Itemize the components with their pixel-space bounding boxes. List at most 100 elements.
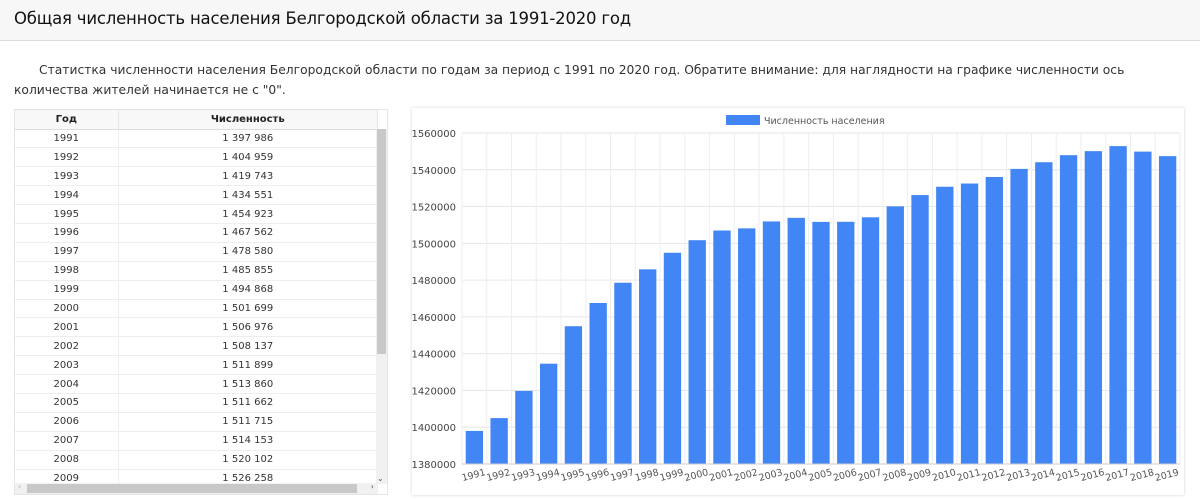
bar xyxy=(812,221,830,464)
x-tick-label: 2017 xyxy=(1104,467,1130,484)
scroll-down-icon[interactable]: ⌄ xyxy=(377,474,384,483)
scroll-right-icon[interactable]: › xyxy=(370,482,374,491)
bar xyxy=(738,228,756,464)
table-row[interactable]: 1997 1 478 580 xyxy=(15,242,378,262)
year-cell: 2008 xyxy=(15,450,119,470)
header: Общая численность населения Белгородской… xyxy=(0,0,1200,41)
table-row[interactable]: 1991 1 397 986 xyxy=(15,129,378,149)
column-header-population[interactable]: Численность xyxy=(118,110,378,130)
year-cell: 1996 xyxy=(15,223,119,243)
table-row[interactable]: 1993 1 419 743 xyxy=(15,166,378,187)
bar xyxy=(688,240,706,464)
y-tick-label: 1520000 xyxy=(412,203,456,214)
scrollbar-thumb[interactable] xyxy=(27,484,357,493)
x-tick-label: 2001 xyxy=(708,467,734,484)
x-tick-label: 2015 xyxy=(1055,467,1081,484)
x-tick-label: 2014 xyxy=(1030,467,1056,484)
x-tick-label: 2006 xyxy=(832,467,858,484)
x-tick-label: 1992 xyxy=(485,467,511,484)
y-tick-label: 1560000 xyxy=(412,129,456,140)
x-tick-label: 1996 xyxy=(584,467,610,484)
y-tick-label: 1420000 xyxy=(412,386,456,397)
population-cell: 1 506 976 xyxy=(118,317,378,338)
x-tick-label: 2007 xyxy=(857,467,883,484)
bar xyxy=(837,221,855,464)
table-row[interactable]: 2007 1 514 153 xyxy=(15,431,378,451)
x-tick-label: 2011 xyxy=(956,467,982,484)
table-row[interactable]: 2001 1 506 976 xyxy=(15,317,378,338)
population-cell: 1 511 899 xyxy=(118,355,378,376)
bar xyxy=(1109,146,1127,464)
year-cell: 1999 xyxy=(15,280,119,300)
y-tick-label: 1460000 xyxy=(412,313,456,324)
year-cell: 2000 xyxy=(15,299,119,319)
year-cell: 1993 xyxy=(15,166,119,187)
population-cell: 1 478 580 xyxy=(118,242,378,262)
population-cell: 1 485 855 xyxy=(118,261,378,281)
x-tick-label: 2012 xyxy=(981,467,1007,484)
year-cell: 1991 xyxy=(15,129,119,149)
table-row[interactable]: 1995 1 454 923 xyxy=(15,204,378,224)
x-tick-label: 2019 xyxy=(1154,467,1180,484)
table-row[interactable]: 2000 1 501 699 xyxy=(15,299,378,319)
table-row[interactable]: 2006 1 511 715 xyxy=(15,412,378,432)
bar xyxy=(1035,162,1053,464)
table-row[interactable]: 1999 1 494 868 xyxy=(15,280,378,300)
population-cell: 1 508 137 xyxy=(118,336,378,357)
population-table: Год Численность 1991 1 397 986 1992 1 404 9… xyxy=(14,109,388,495)
x-tick-label: 2002 xyxy=(733,467,759,484)
table-row[interactable]: 2005 1 511 662 xyxy=(15,393,378,413)
population-cell: 1 434 551 xyxy=(118,185,378,206)
table-row[interactable]: 2008 1 520 102 xyxy=(15,450,378,470)
bar xyxy=(515,390,533,464)
bar xyxy=(1084,151,1103,464)
x-tick-label: 2000 xyxy=(683,467,709,484)
year-cell: 2007 xyxy=(15,431,119,451)
x-tick-label: 1991 xyxy=(461,467,487,484)
table-row[interactable]: 1994 1 434 551 xyxy=(15,185,378,206)
population-cell: 1 511 662 xyxy=(118,393,378,413)
bar xyxy=(1134,151,1152,464)
table-row[interactable]: 2002 1 508 137 xyxy=(15,336,378,357)
x-tick-label: 2003 xyxy=(758,467,784,484)
population-cell: 1 520 102 xyxy=(118,450,378,470)
vertical-scrollbar[interactable]: ⌄ xyxy=(376,129,387,484)
table-row[interactable]: 1992 1 404 959 xyxy=(15,147,378,168)
y-tick-label: 1380000 xyxy=(412,460,456,471)
bar xyxy=(614,282,632,464)
bar xyxy=(861,217,880,464)
table-row[interactable]: 1998 1 485 855 xyxy=(15,261,378,281)
horizontal-scrollbar[interactable]: ‹ › xyxy=(15,482,378,494)
population-cell: 1 513 860 xyxy=(118,374,378,394)
x-tick-label: 1999 xyxy=(659,467,685,484)
x-tick-label: 2005 xyxy=(807,467,833,484)
bar xyxy=(936,186,954,464)
x-tick-label: 2008 xyxy=(882,467,908,484)
year-cell: 1998 xyxy=(15,261,119,281)
population-cell: 1 467 562 xyxy=(118,223,378,243)
bar xyxy=(539,363,558,464)
bar xyxy=(465,430,484,464)
scrollbar-thumb[interactable] xyxy=(377,129,386,354)
year-cell: 2004 xyxy=(15,374,119,394)
column-header-year[interactable]: Год xyxy=(15,110,119,130)
population-chart: 1380000 1400000 1420000 1440000 1460000 14800… xyxy=(411,108,1184,495)
x-tick-label: 2018 xyxy=(1129,467,1155,484)
population-cell: 1 419 743 xyxy=(118,166,378,187)
bar xyxy=(1059,155,1078,464)
x-tick-label: 2016 xyxy=(1080,467,1106,484)
year-cell: 2006 xyxy=(15,412,119,432)
year-cell: 1997 xyxy=(15,242,119,262)
bar-chart-svg: 1380000 1400000 1420000 1440000 1460000 14800… xyxy=(411,115,1181,484)
table-row[interactable]: 1996 1 467 562 xyxy=(15,223,378,243)
table-row[interactable]: 2004 1 513 860 xyxy=(15,374,378,394)
x-tick-label: 2010 xyxy=(931,467,957,484)
table-row[interactable]: 2003 1 511 899 xyxy=(15,355,378,376)
bar xyxy=(639,269,657,464)
population-cell: 1 511 715 xyxy=(118,412,378,432)
scroll-left-icon[interactable]: ‹ xyxy=(18,482,22,491)
bar xyxy=(663,252,682,464)
bar xyxy=(886,206,904,464)
year-cell: 2003 xyxy=(15,355,119,376)
bar xyxy=(490,418,508,464)
